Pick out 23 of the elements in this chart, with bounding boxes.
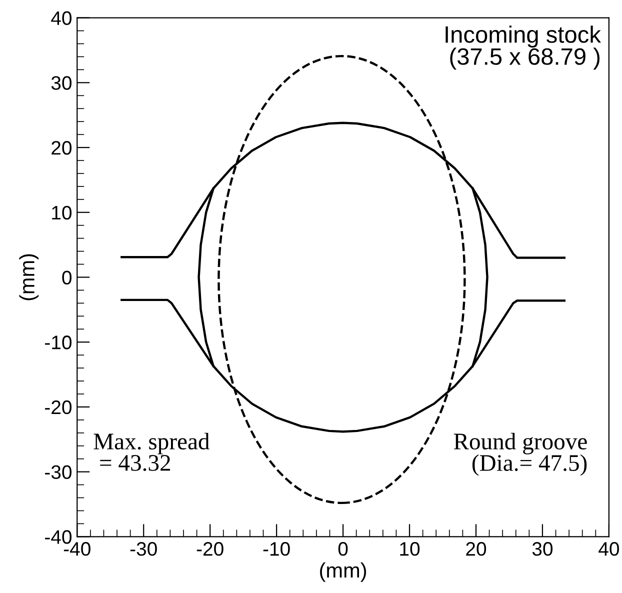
- x-tick-label: -30: [130, 542, 157, 556]
- x-tick-label: 0: [338, 542, 348, 556]
- y-tick-label: -10: [45, 336, 72, 350]
- y-tick-label: -30: [45, 465, 72, 480]
- y-tick-label: 0: [62, 270, 72, 284]
- x-tick-label: 10: [400, 542, 420, 556]
- y-tick-label: 20: [52, 140, 72, 155]
- y-tick-label: -20: [45, 400, 72, 414]
- y-axis-title: (mm): [19, 254, 39, 300]
- x-tick-label: -10: [263, 542, 290, 556]
- y-tick-label: -40: [45, 530, 72, 544]
- annotation: Max. spread = 43.32: [94, 432, 210, 472]
- y-tick-label: 30: [51, 76, 72, 90]
- x-tick-label: 30: [532, 542, 553, 556]
- x-tick-label: -40: [64, 542, 90, 556]
- x-axis-title: (mm): [320, 562, 366, 582]
- x-tick-label: 40: [598, 542, 619, 556]
- x-tick-label: -20: [196, 542, 224, 556]
- x-tick-label: 20: [466, 542, 486, 556]
- y-tick-label: 10: [52, 206, 72, 220]
- y-tick-label: 40: [51, 11, 72, 26]
- annotation: Incoming stock (37.5 x 68.79 ): [446, 26, 602, 70]
- annotation: Round groove (Dia.= 47.5): [454, 432, 587, 476]
